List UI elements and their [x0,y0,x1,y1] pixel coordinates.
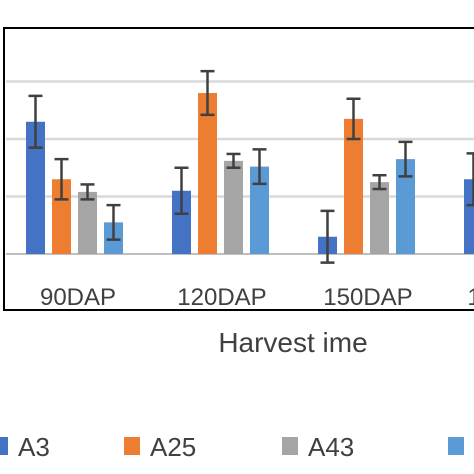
bar [224,160,243,254]
legend: A3 A25 A43 [0,432,464,462]
legend-swatch [448,437,464,455]
bar [26,121,45,254]
plot-frame [3,27,474,311]
legend-swatch [282,437,298,455]
legend-label: A25 [150,432,196,462]
legend-label: A43 [308,432,354,462]
x-tick-label: 90DAP [40,284,116,311]
legend-swatch [124,437,140,455]
bar-series [26,93,474,254]
bar [344,118,363,254]
bar [52,179,71,254]
bar [370,182,389,254]
legend-swatch [0,437,8,455]
bar [172,190,191,254]
x-tick-labels: 90DAP 120DAP 150DAP 1 [40,284,474,311]
x-tick-label: 1 [467,284,474,311]
error-bars [28,69,474,264]
bar [250,166,269,254]
bar [464,179,474,254]
legend-label: A3 [18,432,50,462]
x-tick-label: 150DAP [323,284,412,311]
bar [198,93,217,254]
x-tick-label: 120DAP [177,284,266,311]
x-axis-title: Harvest ime [218,327,367,358]
bar [78,191,97,254]
bar [396,159,415,254]
